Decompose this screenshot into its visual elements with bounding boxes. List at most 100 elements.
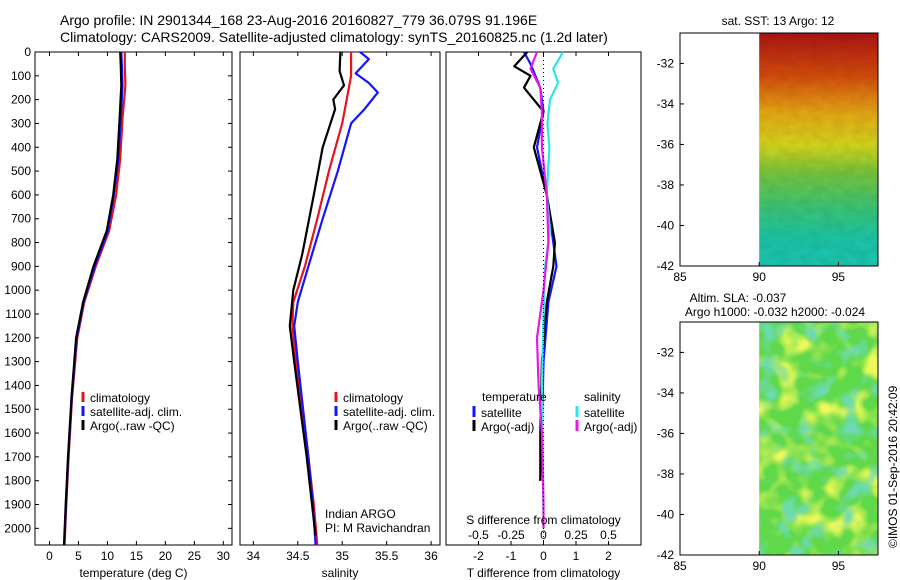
y-tick-label-300: 300	[11, 116, 31, 130]
y-tick-label-600: 600	[11, 188, 31, 202]
x-tick-label-35: 35	[336, 549, 350, 563]
map-y-tick-label--42: -42	[657, 259, 675, 273]
legend-entry-0: climatology	[90, 391, 150, 405]
x-tick-label-0: 0	[46, 549, 53, 563]
x-tick-label-5: 5	[75, 549, 82, 563]
x-tick-label-1: 1	[573, 549, 580, 563]
legend-entry-1: Argo(-adj)	[481, 420, 534, 434]
x-tick-label-2: 2	[605, 549, 612, 563]
y-tick-label-400: 400	[11, 140, 31, 154]
legend-entry-2: Argo(..raw -QC)	[90, 419, 175, 433]
difference-xlabel-top: S difference from climatology	[466, 513, 621, 527]
map-y-tick-label--38: -38	[657, 467, 675, 481]
series-argo	[288, 51, 346, 536]
y-tick-label-500: 500	[11, 164, 31, 178]
y-tick-label-2000: 2000	[4, 521, 31, 535]
map-y-tick-label--36: -36	[657, 137, 675, 151]
salinity-profile-frame	[239, 51, 441, 546]
map-y-tick-label--34: -34	[657, 97, 675, 111]
y-tick-label-1000: 1000	[4, 283, 31, 297]
sla-map-frame	[679, 321, 879, 556]
temperature-profile-panel: 0100200300400500600700800900100011001200…	[4, 45, 233, 580]
annotation-indian-argo: Indian ARGO	[325, 507, 396, 521]
map-x-tick-label-90: 90	[753, 270, 767, 284]
y-tick-label-1100: 1100	[5, 307, 31, 321]
map-y-tick-label--42: -42	[657, 548, 675, 562]
annotation-pi: PI: M Ravichandran	[325, 521, 430, 535]
imos-watermark: ©IMOS 01-Sep-2016 20:42:09	[886, 385, 900, 548]
series-satellite-adj-clim-	[293, 51, 379, 546]
map-x-tick-label-95: 95	[832, 559, 846, 573]
legend-entry-2: Argo(..raw -QC)	[343, 419, 428, 433]
y-tick-label-200: 200	[11, 93, 31, 107]
sla-map-subtitle: Argo h1000: -0.032 h2000: -0.024	[685, 305, 865, 319]
y-tick-label-700: 700	[11, 212, 31, 226]
y-tick-label-1800: 1800	[4, 474, 31, 488]
legend-entry-0: climatology	[343, 391, 403, 405]
legend-entry-1: satellite-adj. clim.	[90, 405, 182, 419]
legend-title-temperature: temperature	[482, 390, 547, 404]
y-tick-label-1300: 1300	[4, 355, 31, 369]
x-tick-label-30: 30	[217, 549, 231, 563]
temperature-profile-frame	[34, 51, 233, 546]
map-y-tick-label--32: -32	[657, 56, 675, 70]
s-tick-label--0.5: -0.5	[468, 528, 489, 542]
sst-map-frame	[679, 32, 879, 267]
sst-texture	[759, 33, 878, 266]
x-tick-label-15: 15	[130, 549, 144, 563]
series-argo	[62, 51, 123, 546]
sla-map-title: Altim. SLA: -0.037	[690, 291, 787, 305]
map-y-tick-label--32: -32	[657, 345, 675, 359]
salinity-profile-panel: 34 34.5 35 35.5 36 salinity climatologysatelli…	[239, 51, 441, 580]
map-y-tick-label--40: -40	[657, 218, 675, 232]
x-tick-label-25: 25	[188, 549, 202, 563]
y-tick-label-1200: 1200	[4, 331, 31, 345]
difference-profile-panel: -2 -1 0 1 2 T difference from climatology S di…	[445, 51, 642, 580]
s-tick-label-0.25: 0.25	[564, 528, 588, 542]
y-tick-label-1700: 1700	[4, 450, 31, 464]
map-y-tick-label--36: -36	[657, 426, 675, 440]
sla-low-patches	[759, 322, 878, 555]
y-tick-label-1400: 1400	[4, 378, 31, 392]
title-line-1: Argo profile: IN 2901344_168 23-Aug-2016…	[60, 12, 538, 28]
legend-entry-1: satellite-adj. clim.	[343, 405, 435, 419]
x-tick-label-35.5: 35.5	[375, 549, 399, 563]
x-tick-label-0: 0	[540, 549, 547, 563]
sst-map-title: sat. SST: 13 Argo: 12	[722, 14, 835, 28]
x-tick-label-34: 34	[247, 549, 261, 563]
map-x-tick-label-85: 85	[673, 270, 687, 284]
y-tick-label-1500: 1500	[4, 402, 31, 416]
map-x-tick-label-95: 95	[832, 270, 846, 284]
x-tick-label-34.5: 34.5	[286, 549, 310, 563]
x-tick-label--2: -2	[473, 549, 484, 563]
map-y-tick-label--38: -38	[657, 178, 675, 192]
temperature-profile-xlabel: temperature (deg C)	[79, 566, 187, 580]
y-tick-label-0: 0	[24, 45, 31, 59]
difference-profile-xlabel: T difference from climatology	[467, 566, 621, 580]
salinity-profile-xlabel: salinity	[322, 566, 359, 580]
series-s-argo-adj-	[529, 51, 550, 529]
y-tick-label-100: 100	[11, 69, 31, 83]
x-tick-label-36: 36	[424, 549, 438, 563]
legend-entry-3: Argo(-adj)	[584, 420, 637, 434]
map-x-tick-label-90: 90	[753, 559, 767, 573]
s-tick-label-0: 0	[540, 528, 547, 542]
y-tick-label-900: 900	[11, 259, 31, 273]
legend-entry-0: satellite	[481, 406, 522, 420]
s-tick-label-0.5: 0.5	[600, 528, 617, 542]
legend-entry-2: satellite	[584, 406, 625, 420]
map-x-tick-label-85: 85	[673, 559, 687, 573]
legend-title-salinity: salinity	[584, 390, 621, 404]
y-tick-label-1900: 1900	[4, 498, 31, 512]
x-tick-label-20: 20	[159, 549, 173, 563]
y-tick-label-1600: 1600	[4, 426, 31, 440]
title-line-2: Climatology: CARS2009. Satellite-adjuste…	[60, 29, 608, 45]
map-y-tick-label--40: -40	[657, 507, 675, 521]
map-y-tick-label--34: -34	[657, 386, 675, 400]
s-tick-label--0.25: -0.25	[497, 528, 525, 542]
x-tick-label--1: -1	[506, 549, 517, 563]
